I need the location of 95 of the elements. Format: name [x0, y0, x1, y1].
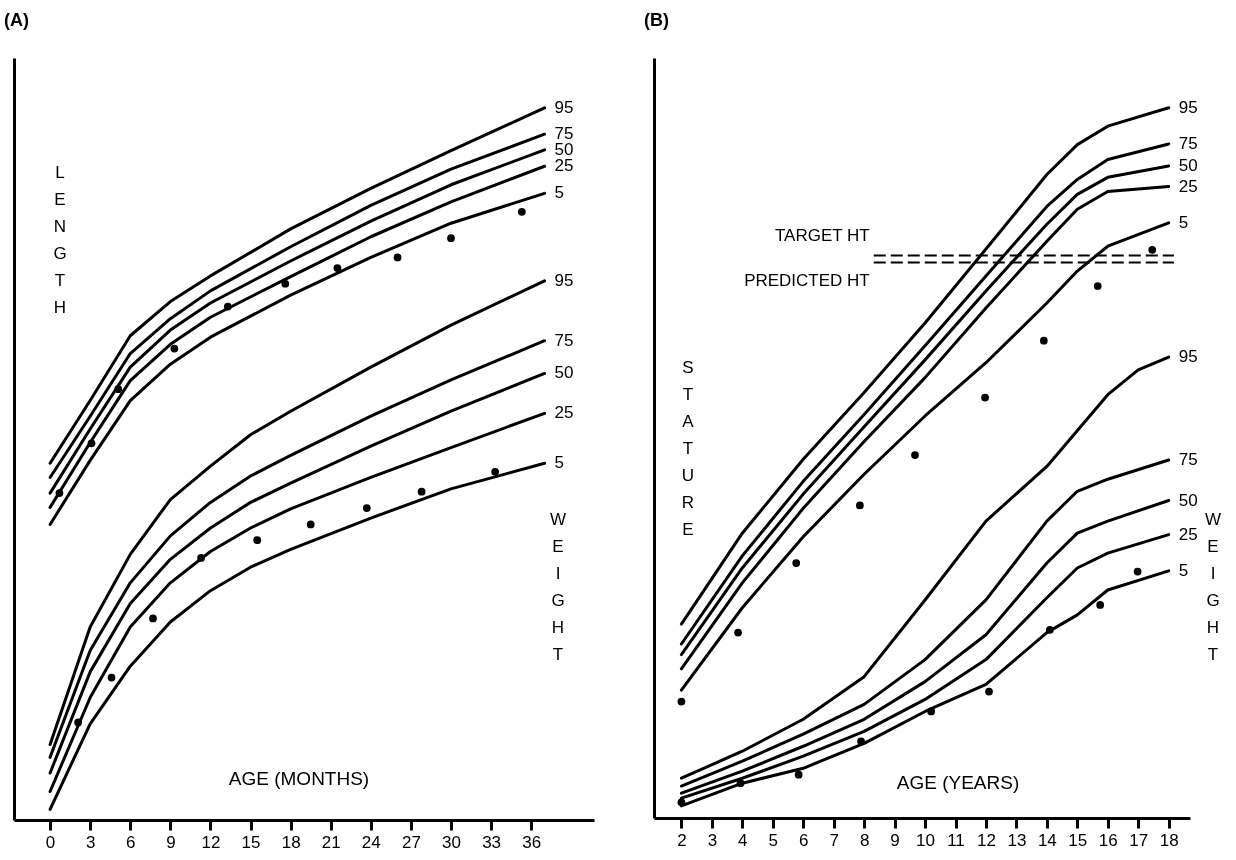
x-tick-label: 27	[401, 832, 421, 852]
ref-line-label: PREDICTED HT	[744, 270, 870, 290]
x-tick-label: 10	[916, 830, 936, 850]
x-tick-label: 21	[321, 832, 341, 852]
point	[362, 504, 371, 512]
text: WEIGHT	[1204, 510, 1222, 664]
x-tick-label: 6	[126, 832, 136, 852]
series-label: 95	[554, 97, 574, 117]
x-tick-label: 6	[798, 830, 809, 850]
point	[794, 770, 803, 779]
point	[491, 467, 499, 476]
point	[927, 707, 936, 716]
x-tick-label: 12	[201, 832, 221, 852]
point	[1133, 567, 1142, 576]
series-label: 75	[1178, 133, 1198, 153]
x-tick-label: 36	[522, 832, 542, 852]
point	[792, 559, 801, 567]
x-tick-label: 18	[281, 832, 301, 852]
point	[55, 489, 64, 497]
point	[1046, 625, 1054, 634]
series-label: 25	[554, 156, 574, 176]
series-label: 75	[1178, 450, 1198, 470]
series-label: 95	[554, 270, 574, 290]
series-label: 5	[554, 453, 565, 473]
point	[736, 779, 745, 788]
point	[197, 554, 205, 562]
point	[417, 487, 426, 496]
x-tick-label: 12	[976, 830, 996, 850]
point	[149, 614, 157, 623]
point	[393, 253, 402, 262]
point	[517, 207, 526, 216]
series-label: 95	[1178, 97, 1198, 117]
point	[333, 264, 342, 272]
point	[107, 673, 116, 682]
point	[74, 718, 83, 727]
series-label: 25	[554, 403, 574, 423]
x-axis-title: AGE (MONTHS)	[228, 768, 370, 789]
x-tick-label: 15	[1068, 830, 1088, 850]
point	[253, 536, 262, 544]
x-tick-label: 7	[829, 830, 839, 850]
point	[306, 520, 315, 529]
series-label: 95	[1178, 347, 1198, 367]
series-label: 50	[1178, 490, 1198, 510]
point	[1148, 245, 1157, 254]
series-label: 5	[554, 183, 565, 203]
point	[281, 279, 290, 288]
point	[981, 393, 989, 402]
point	[1093, 282, 1102, 290]
point	[677, 798, 686, 807]
point	[223, 302, 232, 311]
x-tick-label: 30	[442, 832, 461, 852]
x-tick-label: 9	[166, 832, 176, 852]
point	[856, 501, 864, 510]
ref-line-label: TARGET HT	[774, 226, 870, 246]
point	[170, 344, 179, 353]
x-tick-label: 5	[768, 830, 779, 850]
chart-title: (A)	[4, 10, 29, 30]
chart-title: (B)	[644, 10, 669, 30]
annotation: WEIGHT	[549, 510, 567, 664]
x-tick-label: 3	[707, 830, 718, 850]
point	[87, 439, 96, 448]
point	[447, 234, 455, 243]
point	[114, 385, 123, 394]
x-tick-label: 4	[738, 830, 748, 850]
x-tick-label: 11	[947, 830, 965, 850]
x-tick-label: 14	[1037, 830, 1057, 850]
annotation: STATURE	[681, 358, 695, 539]
x-tick-label: 15	[241, 832, 261, 852]
x-tick-label: 0	[45, 832, 56, 852]
series-label: 75	[554, 330, 574, 350]
series-label: 5	[1178, 212, 1189, 232]
series-label: 50	[554, 363, 574, 383]
point	[985, 687, 993, 696]
x-tick-label: 9	[890, 830, 900, 850]
point	[911, 451, 919, 459]
series-label: 50	[1178, 155, 1198, 175]
x-tick-label: 24	[361, 832, 381, 852]
x-tick-label: 18	[1159, 830, 1179, 850]
x-tick-label: 3	[85, 832, 96, 852]
series-label: 25	[1178, 524, 1198, 544]
x-tick-label: 16	[1098, 830, 1118, 850]
point	[1096, 601, 1105, 609]
x-tick-label: 2	[677, 830, 687, 850]
point	[857, 737, 865, 746]
series-label: 25	[1178, 176, 1198, 196]
x-tick-label: 13	[1007, 830, 1027, 850]
annotation: LENGTH	[53, 163, 67, 317]
x-tick-label: 8	[859, 830, 870, 850]
point	[1039, 336, 1048, 345]
x-tick-label: 33	[482, 832, 502, 852]
x-axis-title: AGE (YEARS)	[896, 772, 1020, 793]
point	[677, 697, 686, 706]
point	[734, 628, 742, 637]
series-label: 5	[1178, 560, 1189, 580]
x-tick-label: 17	[1129, 830, 1149, 850]
